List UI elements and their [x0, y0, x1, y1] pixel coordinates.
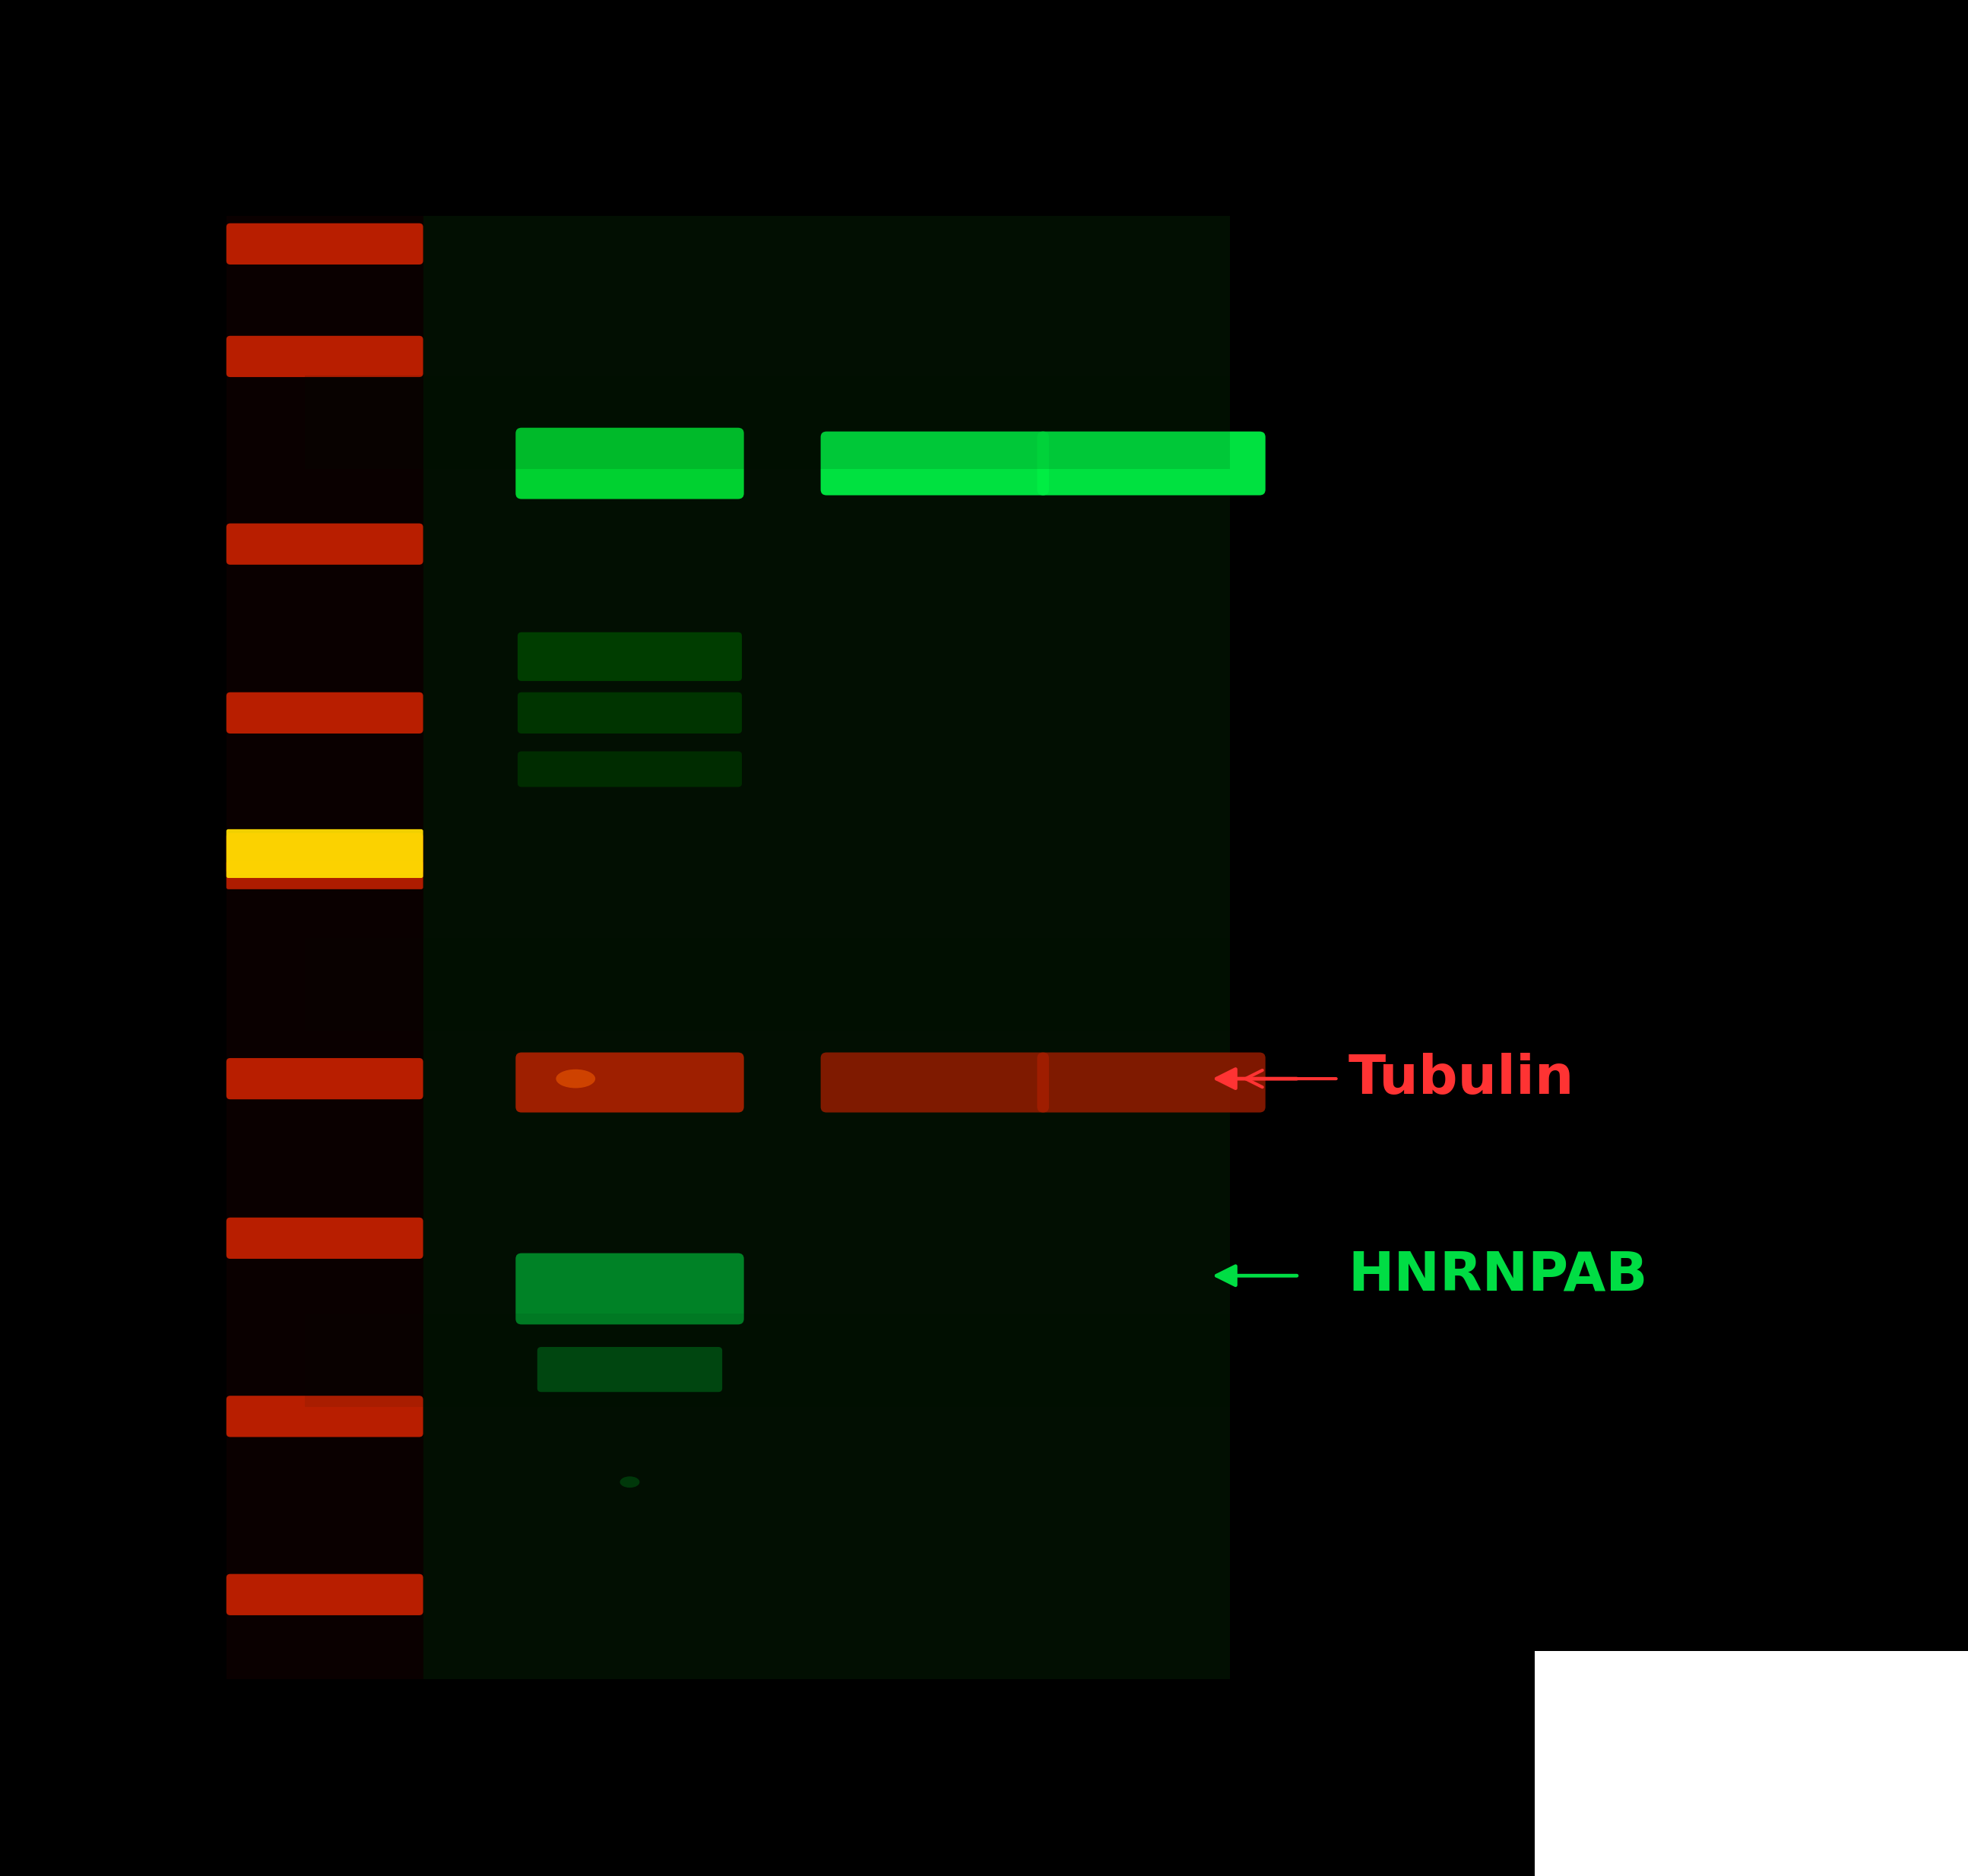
Bar — [1535, 1651, 1968, 1876]
FancyBboxPatch shape — [226, 523, 423, 565]
Ellipse shape — [555, 1069, 594, 1088]
FancyBboxPatch shape — [226, 1058, 423, 1099]
Text: HNRNPAB: HNRNPAB — [1348, 1249, 1647, 1302]
FancyBboxPatch shape — [516, 1253, 744, 1324]
FancyBboxPatch shape — [226, 692, 423, 734]
Bar — [305, 1313, 1230, 1407]
FancyBboxPatch shape — [516, 1052, 744, 1112]
FancyBboxPatch shape — [226, 1574, 423, 1615]
Bar — [305, 216, 1230, 1679]
FancyBboxPatch shape — [537, 1347, 722, 1392]
Bar — [305, 938, 1230, 1032]
FancyBboxPatch shape — [226, 833, 423, 874]
FancyBboxPatch shape — [226, 1396, 423, 1437]
FancyBboxPatch shape — [1037, 431, 1265, 495]
FancyBboxPatch shape — [226, 336, 423, 377]
FancyBboxPatch shape — [518, 750, 742, 788]
Ellipse shape — [620, 1476, 640, 1488]
FancyBboxPatch shape — [821, 1052, 1049, 1112]
FancyBboxPatch shape — [821, 431, 1049, 495]
FancyBboxPatch shape — [226, 1218, 423, 1259]
FancyBboxPatch shape — [1037, 1052, 1265, 1112]
FancyBboxPatch shape — [226, 829, 423, 878]
FancyBboxPatch shape — [516, 428, 744, 499]
Bar — [226, 216, 423, 1679]
Bar — [305, 375, 1230, 469]
FancyBboxPatch shape — [518, 692, 742, 734]
Text: Tubulin: Tubulin — [1348, 1052, 1574, 1105]
FancyBboxPatch shape — [226, 861, 423, 889]
FancyBboxPatch shape — [518, 632, 742, 681]
FancyBboxPatch shape — [226, 223, 423, 265]
